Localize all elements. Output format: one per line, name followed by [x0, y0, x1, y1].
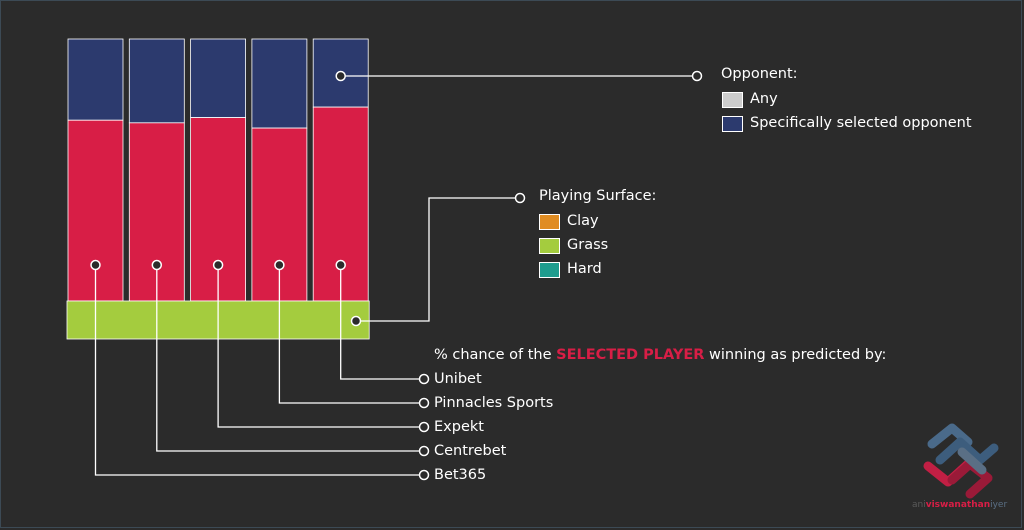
- legend-swatch-any: [722, 92, 743, 108]
- caption-highlight: SELECTED PLAYER: [556, 347, 705, 363]
- opponent-leader-dot: [335, 70, 346, 82]
- leader-line-pinnacles-sports: [278, 265, 424, 404]
- opponent-legend-title: Opponent:: [721, 66, 798, 82]
- leader-dot-centrebet: [151, 259, 163, 271]
- bar-opponent-centrebet: [128, 38, 185, 124]
- leader-dot-pinnacles-sports: [274, 259, 285, 271]
- bookmaker-label-expekt: Expekt: [434, 419, 484, 435]
- bar-opponent-expekt: [190, 38, 247, 118]
- brand-text: aniviswanathaniyer: [912, 500, 1007, 510]
- opponent-leader-end: [691, 70, 703, 82]
- surface-legend-title: Playing Surface:: [539, 188, 657, 204]
- brand-logo: [923, 423, 999, 499]
- surface-leader-end: [514, 192, 526, 204]
- leader-line-centrebet: [156, 265, 424, 452]
- bookmaker-label-unibet: Unibet: [434, 371, 482, 387]
- leader-end-unibet: [418, 373, 430, 385]
- leader-dot-bet365: [90, 259, 101, 271]
- brand-part2: viswanathan: [925, 500, 991, 510]
- legend-label-grass: Grass: [567, 237, 609, 253]
- legend-swatch-clay: [539, 214, 560, 230]
- bookmaker-label-centrebet: Centrebet: [434, 443, 507, 459]
- leader-dot-unibet: [335, 259, 346, 271]
- legend-label-hard: Hard: [567, 261, 602, 277]
- leader-line-unibet: [340, 265, 424, 380]
- surface-leader-dot: [350, 315, 362, 327]
- legend-label-specific-opponent: Specifically selected opponent: [750, 115, 972, 131]
- leader-end-pinnacles-sports: [418, 397, 430, 409]
- caption: % chance of the SELECTED PLAYER winning …: [434, 347, 886, 363]
- leader-end-expekt: [418, 421, 430, 433]
- brand-part3: iyer: [990, 500, 1008, 510]
- brand-part1: ani: [912, 500, 926, 510]
- legend-swatch-specific-opponent: [722, 116, 743, 132]
- leader-line-expekt: [217, 265, 424, 428]
- bookmaker-label-bet365: Bet365: [434, 467, 487, 483]
- legend-swatch-grass: [539, 238, 560, 254]
- bar-opponent-bet365: [67, 38, 124, 121]
- bar-opponent-pinnacles-sports: [251, 38, 308, 129]
- leader-line-bet365: [94, 265, 424, 476]
- legend-label-any: Any: [750, 91, 778, 107]
- caption-prefix: % chance of the: [434, 347, 557, 363]
- legend-swatch-hard: [539, 262, 560, 278]
- bookmaker-label-pinnacles: Pinnacles Sports: [434, 395, 554, 411]
- caption-suffix: winning as predicted by:: [704, 347, 887, 363]
- leader-dot-expekt: [212, 259, 224, 271]
- legend-label-clay: Clay: [567, 213, 599, 229]
- leader-end-centrebet: [418, 445, 430, 457]
- surface-leader-line: [356, 197, 520, 322]
- leader-end-bet365: [418, 469, 430, 481]
